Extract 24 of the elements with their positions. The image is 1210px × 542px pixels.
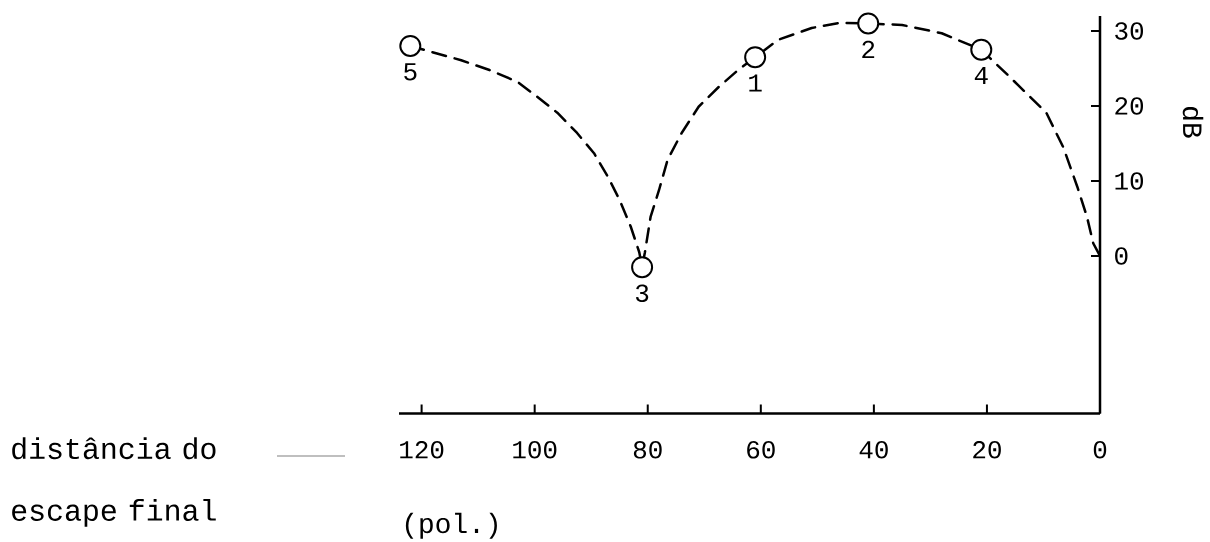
annotation: 5 (404, 63, 417, 81)
x-tick-label: 80 (633, 441, 662, 459)
annotation: 2 (862, 40, 875, 59)
x-tick-label: 100 (513, 441, 557, 459)
point (744, 46, 767, 69)
x-tick-label: 120 (400, 441, 444, 459)
point (970, 38, 993, 61)
text: distância do escape final (12, 437, 216, 527)
y-tick-label: 30 (1115, 22, 1144, 40)
x-tick-label: 40 (859, 441, 888, 459)
x-tick-label: 20 (973, 441, 1001, 459)
annotation: 3 (635, 284, 649, 303)
y-axis-title: dB (1182, 107, 1204, 138)
annotation: 4 (974, 66, 988, 84)
point (399, 34, 422, 57)
point (857, 12, 880, 35)
x-tick-label: 0 (1093, 441, 1107, 459)
annotation: 1 (749, 74, 762, 92)
y-tick-label: 10 (1115, 172, 1144, 190)
x-tick-label: 60 (747, 441, 775, 459)
y-tick-label: 20 (1115, 97, 1144, 115)
point (631, 256, 654, 279)
y-tick-label: 0 (1115, 247, 1128, 265)
text: (pol.) (405, 512, 497, 539)
